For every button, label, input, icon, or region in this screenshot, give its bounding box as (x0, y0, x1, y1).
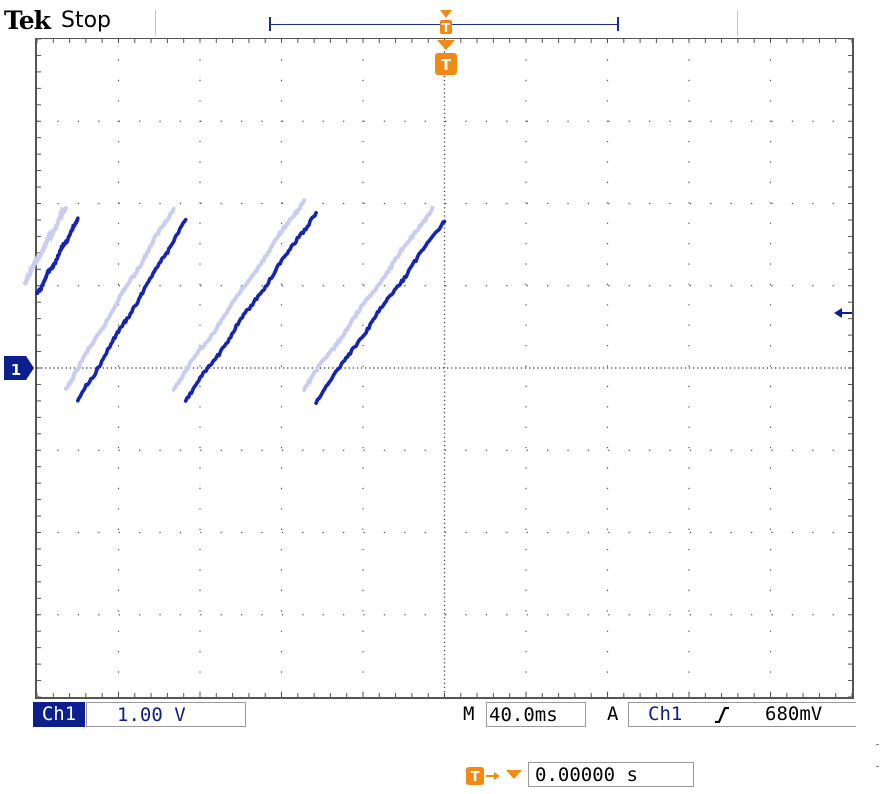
header-divider (155, 10, 156, 36)
ghost-trace-segment (302, 205, 435, 392)
edge-tick-mark (876, 744, 879, 745)
graticule-frame (35, 38, 854, 699)
trace-segment (183, 211, 318, 403)
rising-edge-slope-icon (715, 707, 729, 723)
graticule-grid (36, 38, 853, 698)
trace-segment (35, 216, 80, 295)
brand-logo: Tek (4, 6, 51, 35)
trigger-position-icon: T (466, 767, 522, 785)
channel-label[interactable]: Ch1 (33, 702, 85, 727)
ghost-trace-segment (23, 205, 68, 286)
trace-segment (76, 217, 188, 403)
ghost-trace-segment (171, 198, 307, 392)
trigger-mode-prefix: A (607, 703, 619, 725)
trigger-position-readout[interactable]: 0.00000 s (528, 762, 694, 787)
volts-per-div-readout[interactable]: 1.00 V (86, 702, 246, 727)
trigger-level-arrow-icon (834, 308, 852, 318)
timebase-prefix: M (463, 703, 475, 725)
oscilloscope-screen[interactable]: T 1 (0, 38, 890, 700)
timebase-readout[interactable]: 40.0ms (486, 702, 586, 727)
record-bar-right-bracket (617, 17, 619, 31)
trigger-level-readout: 680mV (765, 703, 823, 725)
ch1-trace (35, 211, 447, 405)
trigger-source: Ch1 (648, 703, 683, 725)
trace-segment (314, 219, 447, 405)
record-bar-left-bracket (269, 17, 271, 31)
acquisition-state: Stop (61, 8, 112, 33)
channel-ground-marker-icon: 1 (4, 356, 34, 380)
record-trigger-marker-icon: T (440, 10, 452, 35)
trigger-position-letter: T (471, 770, 480, 785)
trigger-marker-icon: T (435, 40, 457, 75)
channel-marker-label: 1 (11, 361, 21, 379)
trigger-marker-letter: T (441, 56, 452, 74)
edge-tick-mark (876, 766, 879, 767)
ghost-trace-segment (63, 206, 176, 391)
persistence-trace (23, 198, 435, 392)
header-divider (737, 10, 738, 36)
trigger-readout-box[interactable] (628, 702, 856, 727)
record-trigger-letter: T (442, 21, 451, 35)
